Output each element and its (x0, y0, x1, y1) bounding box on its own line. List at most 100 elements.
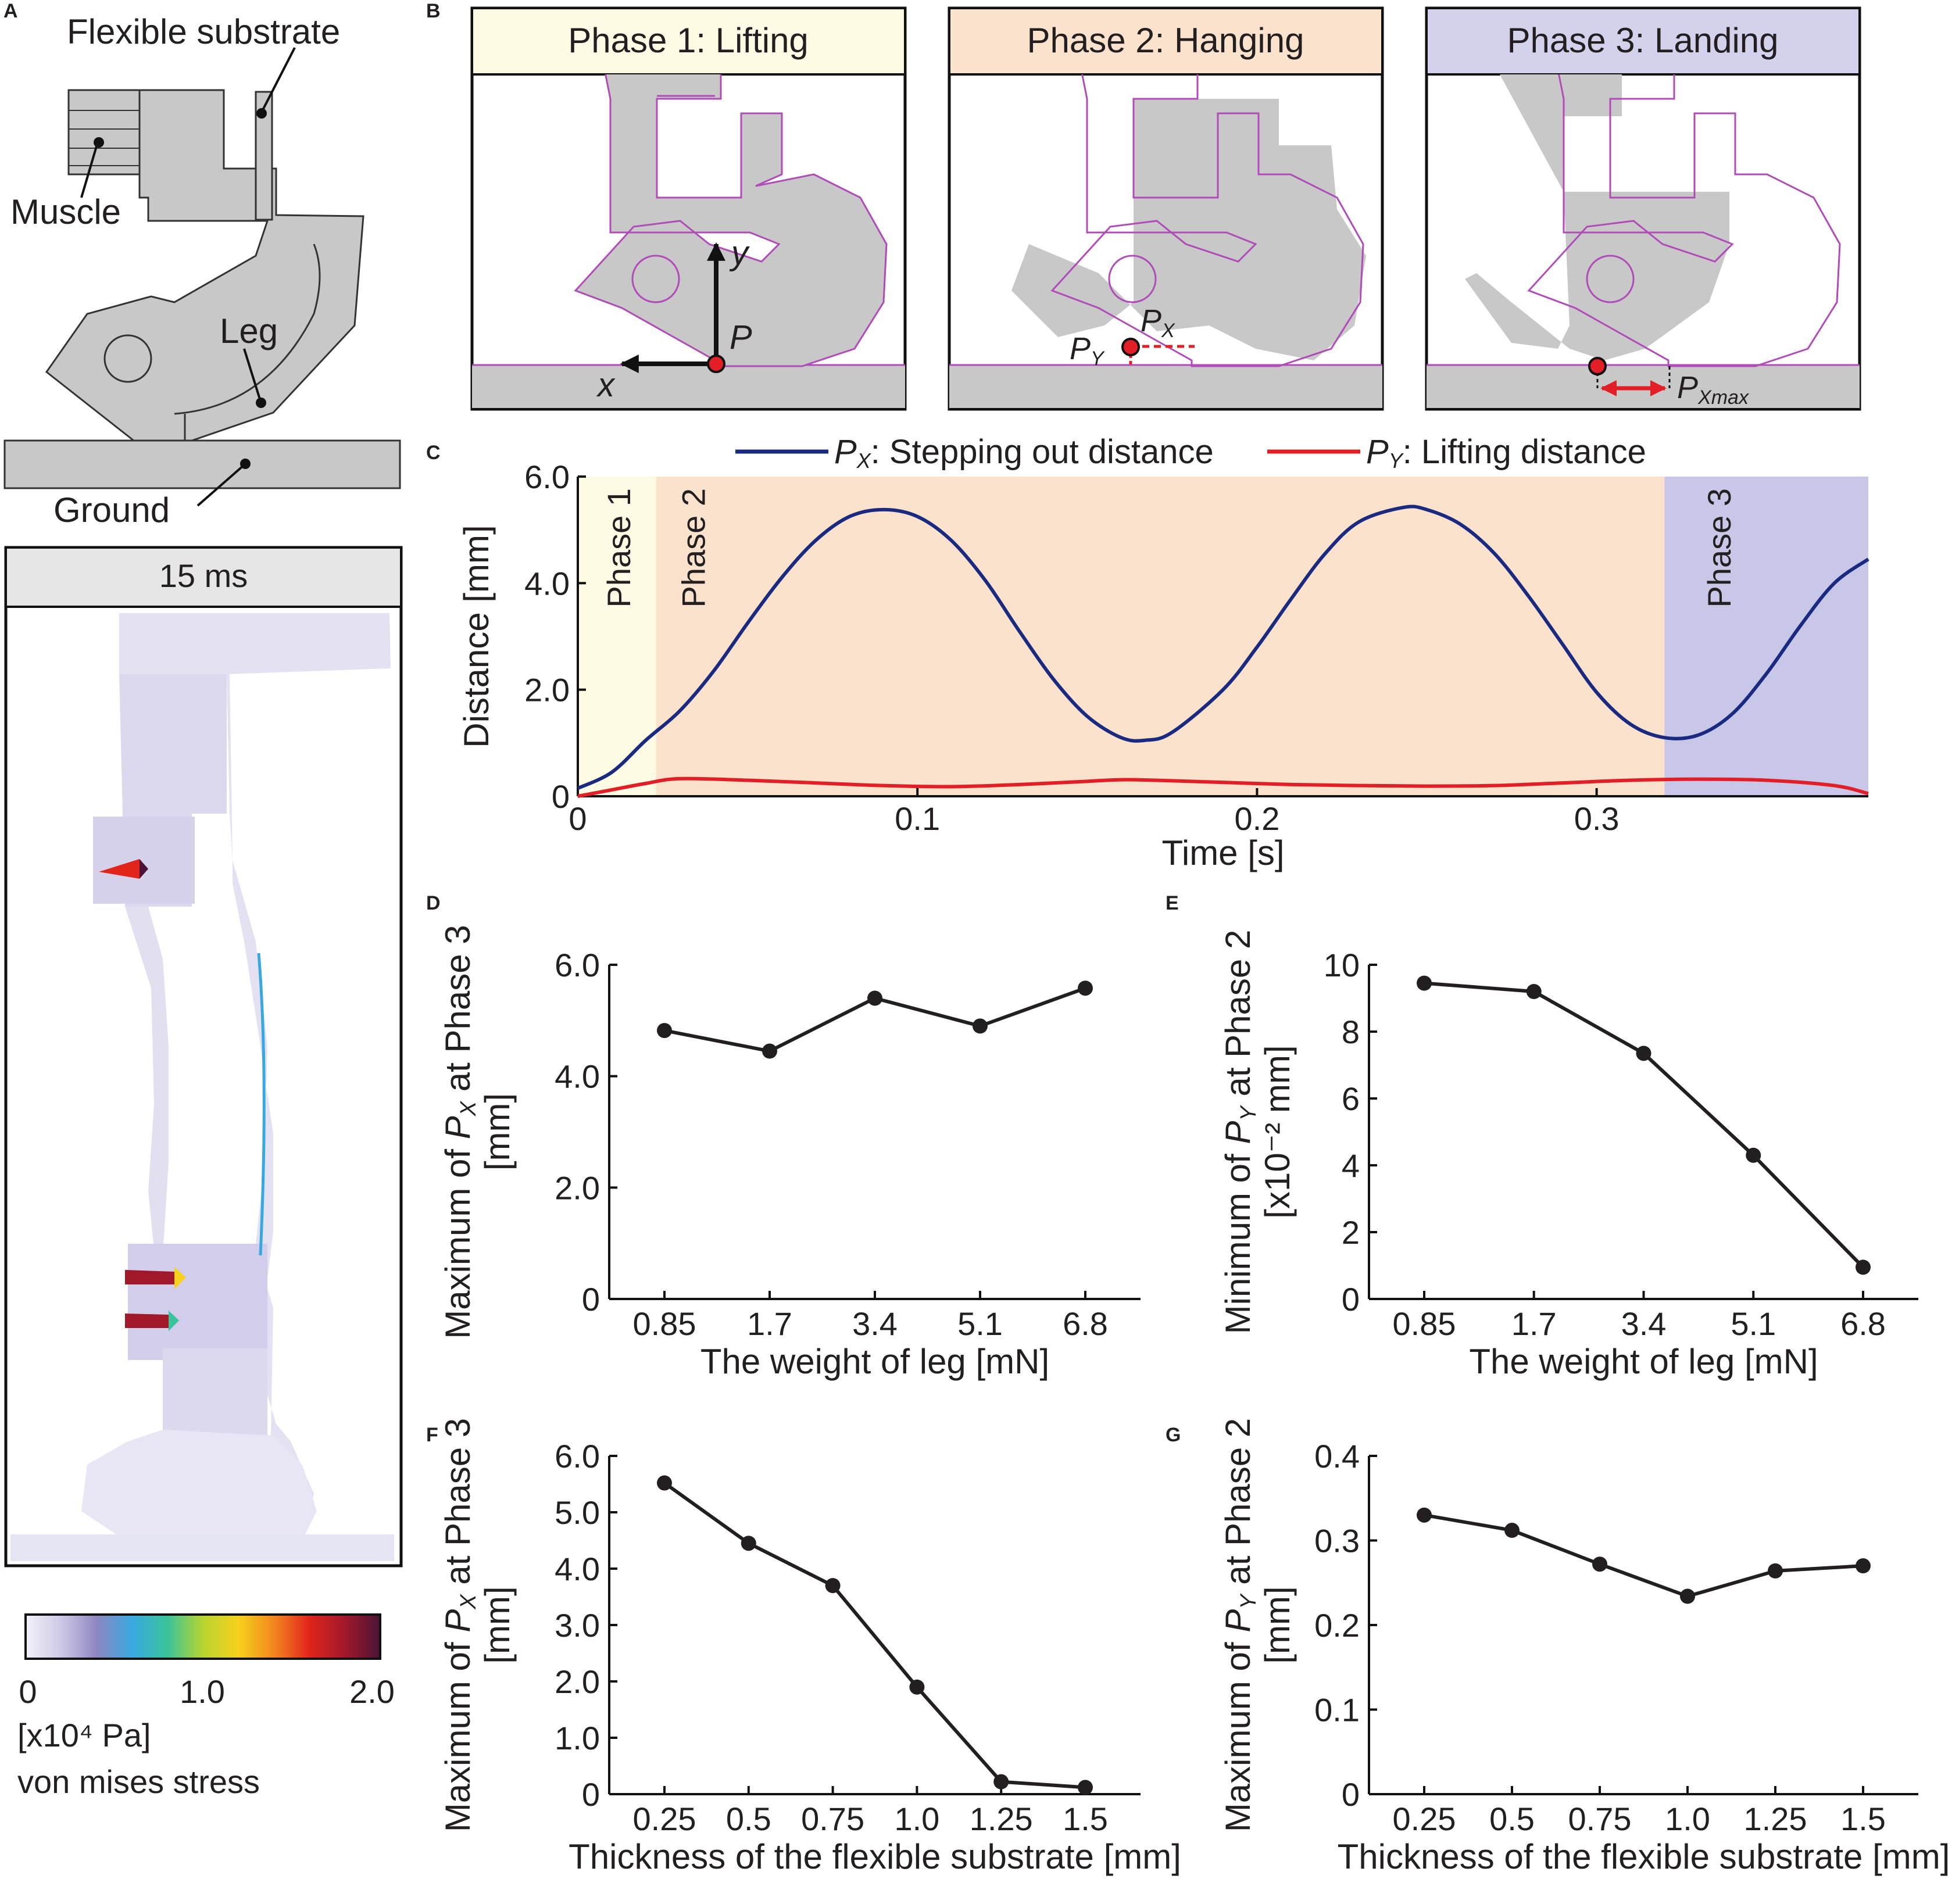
colorbar-tick-max: 2.0 (349, 1673, 395, 1710)
data-point (867, 990, 882, 1006)
panel-letter-c: C (426, 442, 441, 464)
label-ground: Ground (53, 491, 170, 529)
y-tick-label: 6.0 (555, 947, 600, 983)
x-axis-title: The weight of leg [mN] (700, 1342, 1049, 1381)
y-tick-label: 2.0 (555, 1663, 600, 1700)
py-label: PY (1070, 331, 1105, 370)
data-point (1746, 1147, 1761, 1163)
panel-letter-e: E (1166, 892, 1179, 914)
chart-e: 0.85 1.7 3.4 5.1 6.8 0 2 4 6 8 10 The weight of leg… (1218, 930, 1918, 1381)
x-tick-label: 6.8 (1840, 1305, 1886, 1342)
y-tick-label: 0.3 (1314, 1523, 1360, 1559)
data-point (1592, 1556, 1607, 1572)
data-point (993, 1774, 1009, 1790)
colorbar-unit: [x10⁴ Pa] (17, 1717, 151, 1753)
series-line-py (577, 776, 1869, 798)
y-tick-label: 0 (582, 1281, 600, 1318)
y-tick-label: 8 (1342, 1014, 1360, 1050)
x-axis-title: Thickness of the flexible substrate [mm] (1338, 1837, 1950, 1876)
y-tick-label: 4 (1342, 1147, 1360, 1184)
y-axis-unit: [x10⁻² mm] (1258, 1045, 1297, 1218)
y-axis-unit: [mm] (1258, 1586, 1297, 1663)
y-tick-label: 10 (1324, 947, 1360, 983)
phase-label-2: Phase 2 (675, 488, 712, 608)
x-tick-label: 0.85 (633, 1305, 696, 1342)
legend-label-px: PX: Stepping out distance (834, 433, 1214, 473)
data-point (1636, 1046, 1651, 1061)
data-point (973, 1018, 988, 1034)
phase-frame-3: Phase 3: Landing PXmax (1425, 6, 1861, 411)
x-tick-label: 1.0 (894, 1801, 939, 1837)
panel-d: D 0.85 1.7 3.4 5.1 6.8 0 2.0 4.0 6.0 The weight o… (426, 892, 1141, 1381)
panel-b: B Phase 1: Lifting y x P (426, 0, 1861, 411)
phase-2-title: Phase 2: Hanging (1027, 21, 1304, 60)
x-tick-label: 0.75 (801, 1801, 864, 1837)
data-point (1768, 1563, 1783, 1579)
y-tick-label: 0 (1342, 1776, 1360, 1813)
series-line-px (577, 504, 1869, 790)
series-line (663, 1481, 1086, 1790)
phase-band-3 (1664, 477, 1868, 796)
phase-frame-2: Phase 2: Hanging PX PY (948, 6, 1384, 411)
phase-band-2 (656, 477, 1665, 796)
series-line (1424, 981, 1865, 1269)
x-tick-label: 0.25 (633, 1801, 696, 1837)
axis-y-label: y (729, 234, 750, 272)
y-tick-label: 6 (1342, 1080, 1360, 1117)
y-axis-title: Maximum of PX at Phase 3 (438, 1418, 481, 1832)
simulation-title: 15 ms (159, 557, 248, 594)
colorbar-tick-min: 0 (19, 1673, 37, 1710)
x-tick-label: 1.5 (1840, 1801, 1886, 1837)
data-point (741, 1536, 756, 1551)
panel-letter-a: A (3, 0, 18, 22)
axis-x-label: x (596, 366, 616, 404)
y-tick-label: 0 (582, 1776, 600, 1813)
x-tick-label: 5.1 (1731, 1305, 1776, 1342)
muscle-block (67, 89, 141, 176)
panel-letter-g: G (1166, 1424, 1181, 1446)
x-tick-label: 0.25 (1393, 1801, 1456, 1837)
data-point (1526, 984, 1542, 999)
chart-d: 0.85 1.7 3.4 5.1 6.8 0 2.0 4.0 6.0 The weight of … (438, 925, 1141, 1381)
panel-e: E 0.85 1.7 3.4 5.1 6.8 0 2 4 6 8 10 The weight of l… (1166, 892, 1918, 1381)
leg-schematic: Flexible substrate Muscle Leg Ground (3, 12, 401, 529)
chart-g: 0.25 0.5 0.75 1.0 1.25 1.5 0 0.1 0.2 0.3 0.4 Thickn… (1218, 1418, 1950, 1876)
x-tick-label: 3.4 (852, 1305, 898, 1342)
y-tick-label: 1.0 (555, 1720, 600, 1756)
colorbar-bar (24, 1613, 381, 1660)
panel-letter-b: B (426, 0, 441, 22)
y-tick-label: 0 (1342, 1281, 1360, 1318)
y-tick-label: 0.4 (1314, 1438, 1360, 1474)
y-tick-label: 4.0 (524, 565, 570, 602)
phase-label-3: Phase 3 (1701, 488, 1738, 608)
phase-1-header (473, 9, 904, 74)
data-point (1417, 975, 1432, 991)
x-tick-label: 0 (569, 800, 587, 837)
colorbar-caption: von mises stress (17, 1763, 260, 1800)
stress-simulation: 15 ms (4, 546, 403, 1567)
data-point (825, 1578, 841, 1594)
data-point (1078, 980, 1093, 996)
data-point (657, 1023, 672, 1039)
y-tick-label: 5.0 (555, 1494, 600, 1531)
x-tick-label: 0.75 (1568, 1801, 1632, 1837)
colorbar-tick-mid: 1.0 (180, 1673, 225, 1710)
y-tick-label: 4.0 (555, 1058, 600, 1095)
x-tick-label: 5.1 (957, 1305, 1003, 1342)
x-tick-label: 1.0 (1665, 1801, 1710, 1837)
body-outline (45, 89, 364, 442)
y-tick-label: 0 (552, 778, 570, 815)
data-point (1680, 1588, 1695, 1604)
phase-2-header (950, 9, 1381, 74)
x-axis-title: Thickness of the flexible substrate [mm] (569, 1837, 1181, 1876)
ground-plate (3, 439, 401, 489)
y-axis-title: Distance [mm] (457, 525, 496, 747)
x-tick-label: 1.7 (747, 1305, 792, 1342)
panel-a: A (3, 0, 403, 1800)
phase-3-header (1428, 9, 1858, 74)
x-tick-label: 1.7 (1511, 1305, 1557, 1342)
phase-1-title: Phase 1: Lifting (568, 21, 809, 60)
chart-f: 0.25 0.5 0.75 1.0 1.25 1.5 0 1.0 2.0 3.0 4.0 5.0 6.0… (438, 1418, 1181, 1876)
y-axis-title: Maximum of PX at Phase 3 (438, 925, 481, 1338)
